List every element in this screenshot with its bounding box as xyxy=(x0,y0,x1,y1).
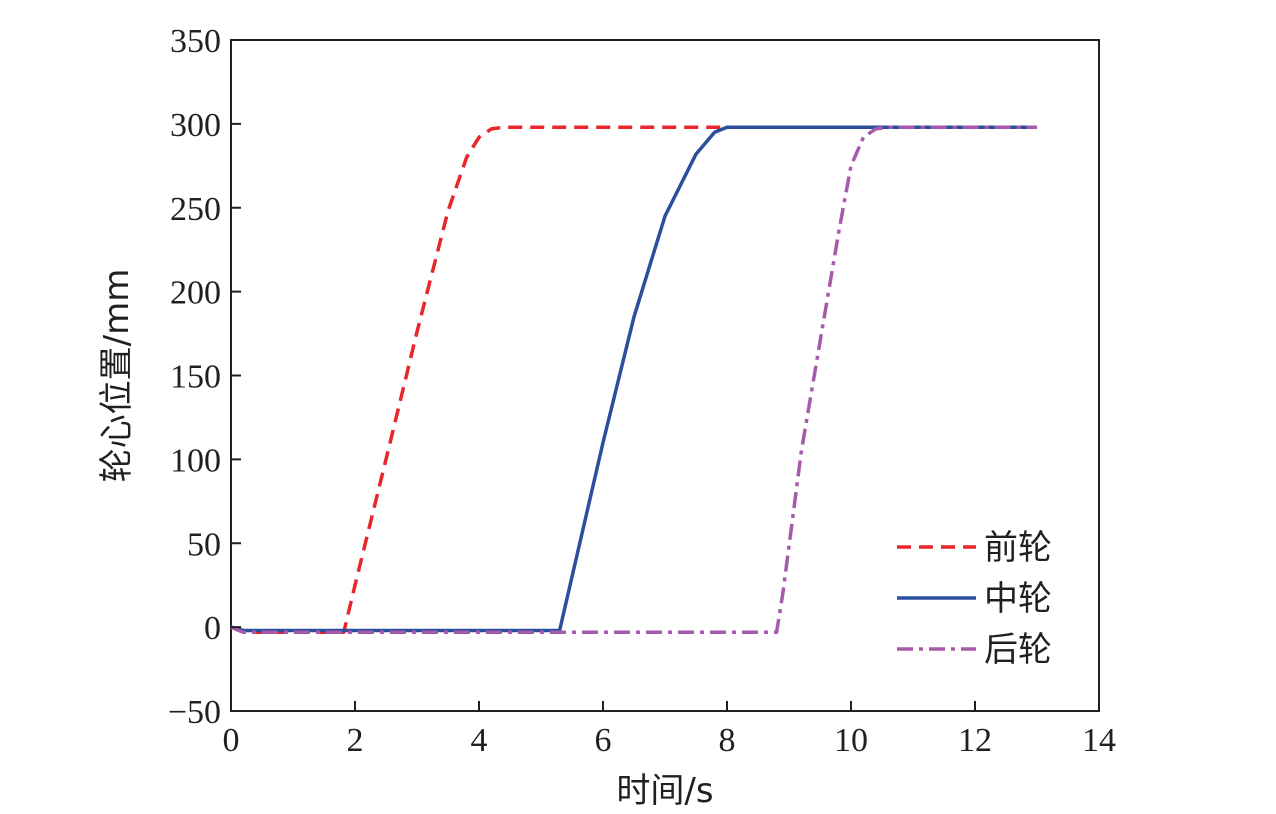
y-tick-label: 150 xyxy=(170,359,221,396)
y-tick-label: −50 xyxy=(168,694,221,731)
y-tick-label: 200 xyxy=(170,275,221,312)
series-line-1 xyxy=(230,125,1037,634)
x-tick-label: 6 xyxy=(595,722,612,759)
series-line-3 xyxy=(230,125,1037,634)
x-tick-label: 8 xyxy=(719,722,736,759)
x-tick-label: 4 xyxy=(471,722,488,759)
x-tick-label: 0 xyxy=(223,722,240,759)
plot-frame xyxy=(230,39,1100,712)
series-layer xyxy=(230,125,1037,634)
y-tick-label: 350 xyxy=(170,23,221,60)
x-tick-label: 2 xyxy=(347,722,364,759)
x-axis-ticks: 0 2 4 6 8 10 12 14 xyxy=(223,701,1116,759)
legend-label-1: 前轮 xyxy=(984,528,1052,568)
y-tick-label: 50 xyxy=(187,526,221,563)
y-axis-label: 轮心位置/mm xyxy=(97,269,137,483)
y-tick-label: 0 xyxy=(204,610,221,647)
x-axis-label: 时间/s xyxy=(616,771,713,811)
x-tick-label: 10 xyxy=(834,722,868,759)
y-tick-label: 250 xyxy=(170,191,221,228)
x-tick-label: 12 xyxy=(958,722,992,759)
legend-label-2: 中轮 xyxy=(984,579,1052,619)
y-axis-ticks: −50 0 50 100 150 200 250 300 350 xyxy=(168,23,241,731)
x-tick-label: 14 xyxy=(1082,722,1116,759)
series-line-2 xyxy=(230,125,1037,633)
legend-label-3: 后轮 xyxy=(984,630,1052,670)
y-tick-label: 100 xyxy=(170,442,221,479)
y-tick-label: 300 xyxy=(170,107,221,144)
plot-area xyxy=(230,39,1100,712)
